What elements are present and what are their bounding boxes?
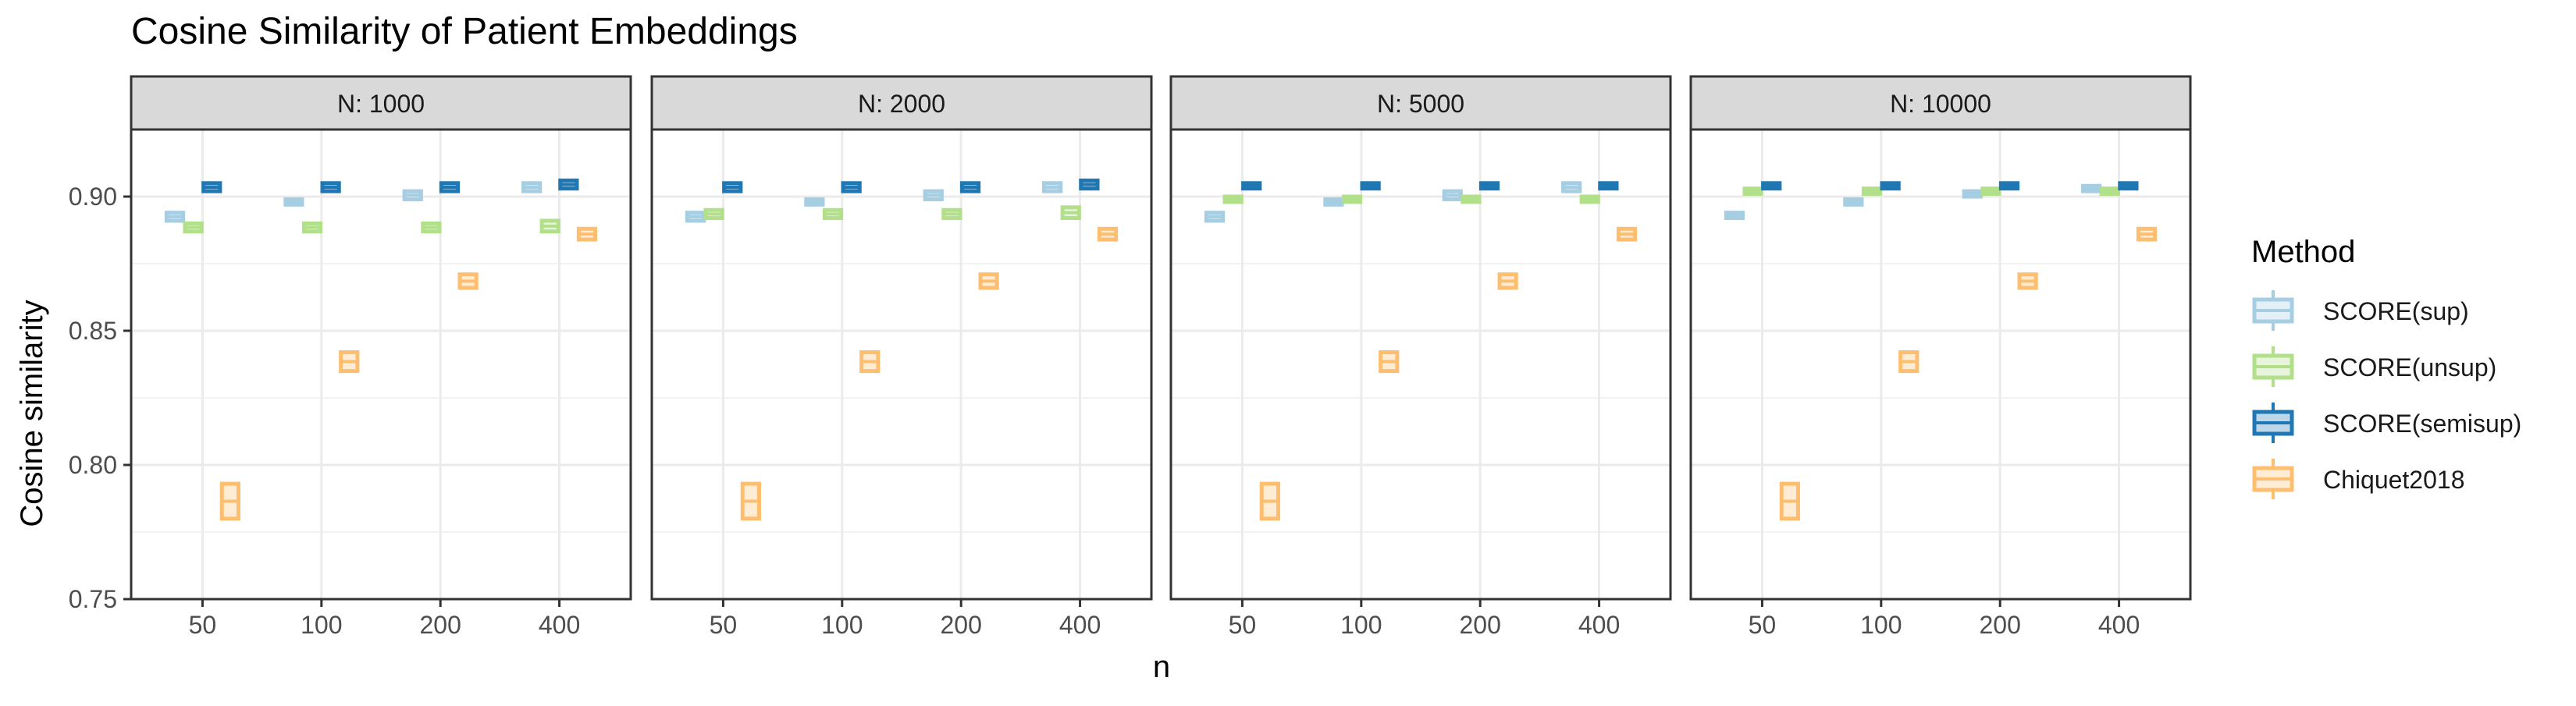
x-tick-label: 100 xyxy=(821,611,863,639)
legend-label: SCORE(sup) xyxy=(2323,297,2469,325)
facet-strip xyxy=(650,75,1153,131)
panel-background xyxy=(131,129,631,599)
legend-items: SCORE(sup) SCORE(unsup) SCORE(semisup) Chiq… xyxy=(2252,290,2521,499)
legend-label: SCORE(semisup) xyxy=(2323,410,2521,438)
facet-strip xyxy=(1689,75,2192,131)
facet-panel: N: 10000 50 100 200 400 xyxy=(1689,75,2192,639)
x-tick-label: 100 xyxy=(1340,611,1382,639)
y-tick-label: 0.85 xyxy=(69,317,117,345)
legend-label: SCORE(unsup) xyxy=(2323,353,2496,381)
legend-label: Chiquet2018 xyxy=(2323,466,2464,494)
x-tick-label: 400 xyxy=(1059,611,1101,639)
y-axis: 0.75 0.80 0.85 0.90 xyxy=(69,183,131,613)
y-tick-label: 0.80 xyxy=(69,451,117,479)
facet-panel: N: 5000 50 100 200 400 xyxy=(1169,75,1672,639)
facet-strip-label: N: 1000 xyxy=(337,90,425,118)
legend-title: Method xyxy=(2251,235,2355,269)
x-tick-label: 100 xyxy=(1860,611,1902,639)
legend-item: SCORE(sup) xyxy=(2252,290,2469,331)
y-tick-label: 0.90 xyxy=(69,183,117,211)
x-tick-label: 400 xyxy=(2098,611,2140,639)
y-axis-label: Cosine similarity xyxy=(15,300,49,527)
chart-title: Cosine Similarity of Patient Embeddings xyxy=(131,11,798,52)
panel-background xyxy=(652,129,1151,599)
facet-strip xyxy=(130,75,632,131)
x-tick-label: 50 xyxy=(710,611,738,639)
x-tick-label: 200 xyxy=(1459,611,1500,639)
legend-item: SCORE(unsup) xyxy=(2252,346,2496,387)
x-tick-label: 200 xyxy=(419,611,461,639)
x-tick-label: 200 xyxy=(940,611,981,639)
facet-strip-label: N: 2000 xyxy=(858,90,945,118)
panel-background xyxy=(1691,129,2190,599)
facet-strip-label: N: 5000 xyxy=(1377,90,1464,118)
facet-panel: N: 2000 50 100 200 400 xyxy=(650,75,1153,639)
legend-item: Chiquet2018 xyxy=(2252,459,2464,499)
x-tick-label: 400 xyxy=(1578,611,1620,639)
legend-item: SCORE(semisup) xyxy=(2252,403,2521,443)
facet-strip-label: N: 10000 xyxy=(1890,90,1991,118)
y-tick-label: 0.75 xyxy=(69,585,117,613)
x-tick-label: 50 xyxy=(1749,611,1777,639)
panel-background xyxy=(1171,129,1670,599)
facet-panel: N: 1000 50 100 200 400 xyxy=(130,75,632,639)
x-tick-label: 50 xyxy=(1229,611,1257,639)
x-tick-label: 400 xyxy=(539,611,580,639)
facet-strip xyxy=(1169,75,1672,131)
x-axis-label: n xyxy=(1153,650,1170,684)
x-tick-label: 100 xyxy=(301,611,342,639)
x-tick-label: 200 xyxy=(1979,611,2020,639)
x-tick-label: 50 xyxy=(189,611,217,639)
legend: Method SCORE(sup) SCORE(unsup) SCORE(semis… xyxy=(2251,235,2521,499)
